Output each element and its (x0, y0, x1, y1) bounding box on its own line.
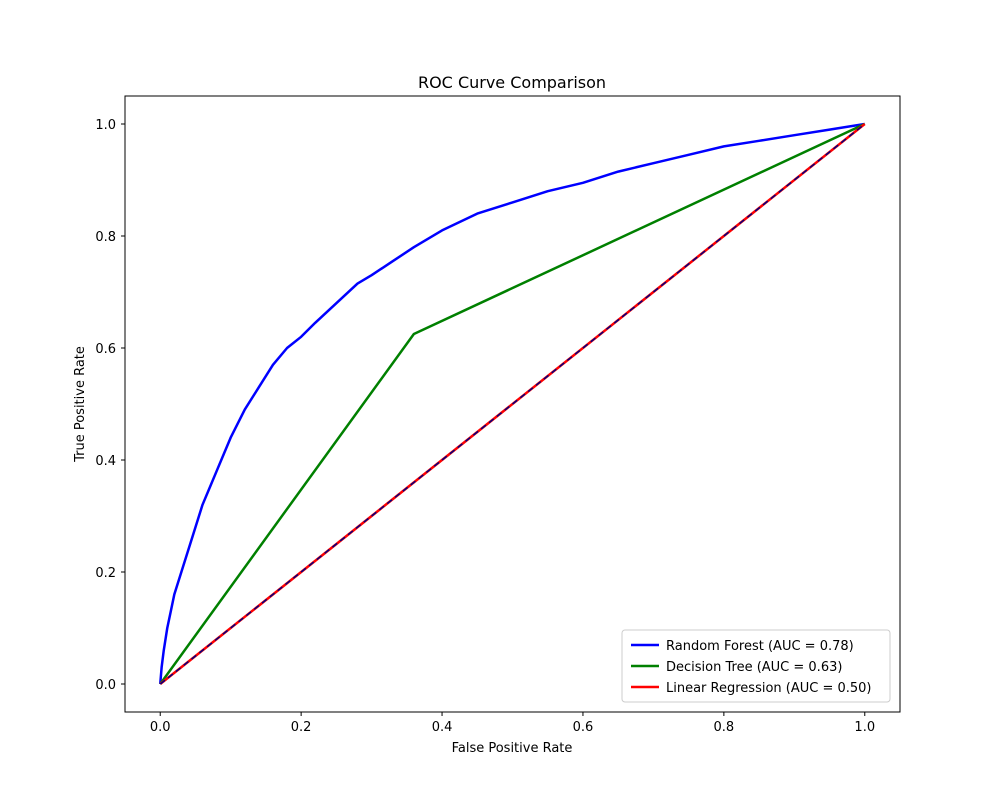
y-tick-label: 0.8 (95, 230, 116, 245)
series-line-0 (158, 122, 865, 685)
plot-frame (124, 95, 901, 713)
x-axis-label: False Positive Rate (452, 741, 573, 756)
x-tick-label: 0.8 (714, 720, 735, 735)
legend-label: Random Forest (AUC = 0.78) (666, 639, 854, 654)
y-axis-label: True Positive Rate (73, 346, 88, 463)
legend-label: Linear Regression (AUC = 0.50) (666, 681, 872, 696)
y-tick-label: 1.0 (95, 118, 116, 133)
y-tick-label: 0.6 (95, 342, 116, 357)
y-tick-label: 0.2 (95, 566, 116, 581)
x-tick-label: 0.0 (150, 720, 171, 735)
x-tick-label: 0.4 (432, 720, 453, 735)
legend: Random Forest (AUC = 0.78) Decision Tree … (621, 629, 891, 703)
series-line-1 (159, 122, 866, 685)
chart-title: ROC Curve Comparison (418, 73, 606, 92)
y-tick-label: 0.0 (95, 678, 116, 693)
x-tick-label: 1.0 (854, 720, 875, 735)
plot-layer: 0.0 0.2 0.4 0.6 0.8 1.0 0.0 0.2 0.4 0.6 0.8 1.0 Rand… (95, 95, 901, 735)
x-tick-label: 0.2 (291, 720, 312, 735)
y-tick-label: 0.4 (95, 454, 116, 469)
legend-label: Decision Tree (AUC = 0.63) (666, 660, 842, 675)
series-line-2 (159, 123, 866, 685)
x-tick-label: 0.6 (573, 720, 594, 735)
legend-box (621, 629, 891, 703)
